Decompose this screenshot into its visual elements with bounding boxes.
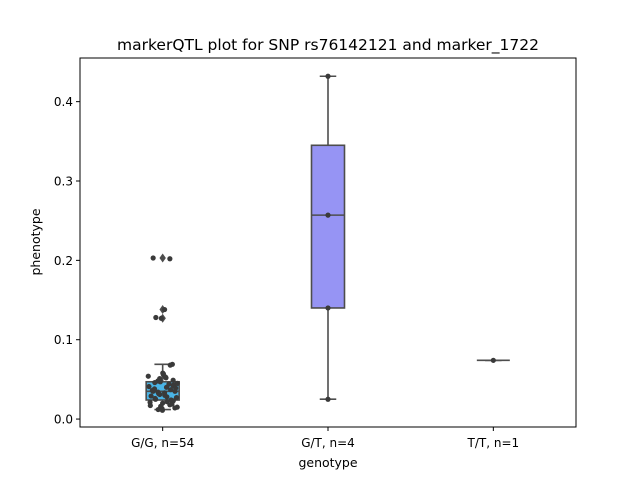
data-point (172, 388, 178, 394)
data-point (159, 407, 165, 413)
data-point (145, 373, 151, 379)
strip-group-3 (490, 357, 496, 363)
data-point (172, 405, 178, 411)
x-tick-label: G/G, n=54 (131, 436, 194, 450)
data-point (325, 396, 331, 402)
y-tick-label: 0.1 (54, 333, 73, 347)
strip-group-2 (325, 73, 331, 402)
box-group-2 (310, 75, 346, 401)
data-point (146, 383, 152, 390)
data-point (325, 305, 331, 311)
data-point (155, 406, 161, 413)
y-tick-label: 0.2 (54, 254, 73, 268)
data-point (167, 362, 173, 368)
data-point (153, 314, 159, 321)
data-point (490, 357, 496, 363)
data-point (325, 212, 331, 218)
data-point (158, 315, 164, 321)
data-point (157, 379, 163, 385)
box (310, 144, 346, 309)
data-point (163, 384, 170, 390)
data-point (157, 391, 163, 398)
data-point (167, 256, 173, 262)
data-point (168, 387, 174, 393)
data-point (325, 73, 331, 79)
data-point (161, 306, 168, 313)
y-tick-label: 0.4 (54, 95, 73, 109)
data-point (173, 395, 180, 401)
data-point (152, 379, 158, 386)
outlier-marker (159, 253, 166, 263)
y-tick-label: 0.0 (54, 413, 73, 427)
y-axis-label: phenotype (28, 208, 43, 275)
data-point (150, 388, 156, 394)
x-axis-label: genotype (298, 455, 357, 470)
y-tick-label: 0.3 (54, 175, 73, 189)
data-point (164, 394, 170, 400)
data-point (147, 402, 153, 409)
data-point (163, 375, 169, 381)
data-point (150, 255, 156, 261)
data-point (167, 402, 173, 408)
plot-area (145, 73, 510, 413)
chart-title: markerQTL plot for SNP rs76142121 and ma… (117, 36, 539, 55)
x-tick-label: G/T, n=4 (301, 436, 355, 450)
x-tick-label: T/T, n=1 (467, 436, 520, 450)
strip-group-1 (145, 255, 180, 413)
data-point (148, 393, 154, 399)
data-point (170, 377, 176, 383)
data-point (152, 396, 159, 402)
